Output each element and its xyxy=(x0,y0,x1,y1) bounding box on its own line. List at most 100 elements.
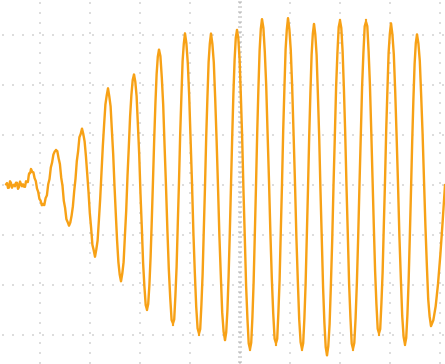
grid-dot xyxy=(312,234,314,236)
grid-dot xyxy=(122,84,124,86)
grid-dot xyxy=(339,122,341,124)
grid-dot xyxy=(389,162,391,164)
grid-dot xyxy=(289,72,291,74)
trace-trough xyxy=(145,308,149,312)
trace-peak xyxy=(389,23,393,27)
grid-dot xyxy=(112,84,114,86)
grid-dot xyxy=(389,292,391,294)
grid-dot xyxy=(389,152,391,154)
grid-dot xyxy=(39,312,41,314)
grid-dot xyxy=(339,172,341,174)
grid-dot xyxy=(189,352,191,354)
grid-dot xyxy=(242,234,244,236)
grid-dot xyxy=(42,234,44,236)
grid-dot xyxy=(239,232,241,234)
grid-dot xyxy=(339,322,341,324)
grid-dot xyxy=(2,284,4,286)
grid-dot xyxy=(39,52,41,54)
grid-dot xyxy=(112,184,114,186)
grid-dot xyxy=(152,234,154,236)
grid-dot xyxy=(239,122,241,124)
grid-dot xyxy=(89,162,91,164)
grid-dot xyxy=(89,62,91,64)
grid-dot xyxy=(89,182,91,184)
grid-dot xyxy=(39,252,41,254)
grid-dot xyxy=(52,184,54,186)
grid-dot xyxy=(82,334,84,336)
grid-dot xyxy=(139,242,141,244)
grid-dot xyxy=(332,334,334,336)
grid-dot xyxy=(39,12,41,14)
grid-dot xyxy=(382,134,384,136)
grid-dot xyxy=(262,284,264,286)
grid-dot xyxy=(132,334,134,336)
grid-dot xyxy=(139,212,141,214)
grid-dot xyxy=(32,184,34,186)
grid-dot xyxy=(189,182,191,184)
grid-dot xyxy=(362,134,364,136)
trace-trough xyxy=(223,338,227,342)
grid-dot xyxy=(132,234,134,236)
grid-dot xyxy=(202,34,204,36)
grid-dot xyxy=(39,82,41,84)
grid-dot xyxy=(189,32,191,34)
grid-dot xyxy=(189,12,191,14)
grid-dot xyxy=(239,152,241,154)
grid-dot xyxy=(432,284,434,286)
grid-dot xyxy=(432,84,434,86)
grid-dot xyxy=(339,232,341,234)
grid-dot xyxy=(289,182,291,184)
grid-dot xyxy=(92,34,94,36)
grid-dot xyxy=(339,52,341,54)
grid-dot xyxy=(439,352,441,354)
grid-dot xyxy=(412,184,414,186)
grid-dot xyxy=(152,284,154,286)
grid-dot xyxy=(402,184,404,186)
grid-dot xyxy=(389,352,391,354)
grid-dot xyxy=(239,242,241,244)
grid-dot xyxy=(32,284,34,286)
trace-peak xyxy=(338,18,342,22)
grid-dot xyxy=(289,272,291,274)
grid-dot xyxy=(89,112,91,114)
grid-dot xyxy=(252,34,254,36)
grid-dot xyxy=(289,212,291,214)
grid-dot xyxy=(372,84,374,86)
grid-dot xyxy=(339,312,341,314)
grid-dot xyxy=(42,334,44,336)
grid-dot xyxy=(252,184,254,186)
grid-dot xyxy=(239,222,241,224)
grid-dot xyxy=(139,42,141,44)
grid-dot xyxy=(12,134,14,136)
grid-dot xyxy=(139,32,141,34)
grid-dot xyxy=(39,102,41,104)
grid-dot xyxy=(39,72,41,74)
grid-dot xyxy=(412,284,414,286)
grid-dot xyxy=(22,334,24,336)
grid-dot xyxy=(442,184,444,186)
grid-dot xyxy=(39,142,41,144)
trace-peak xyxy=(132,73,136,77)
grid-dot xyxy=(339,92,341,94)
grid-dot xyxy=(242,34,244,36)
grid-dot xyxy=(439,152,441,154)
grid-dot xyxy=(132,184,134,186)
grid-dot xyxy=(89,342,91,344)
grid-dot xyxy=(189,62,191,64)
grid-dot xyxy=(39,92,41,94)
grid-dot xyxy=(42,134,44,136)
grid-dot xyxy=(372,34,374,36)
grid-dot xyxy=(189,292,191,294)
grid-dot xyxy=(339,192,341,194)
grid-dot xyxy=(242,84,244,86)
grid-dot xyxy=(39,272,41,274)
grid-dot xyxy=(372,134,374,136)
grid-dot xyxy=(152,34,154,36)
grid-dot xyxy=(402,234,404,236)
grid-dot xyxy=(89,302,91,304)
grid-dot xyxy=(389,342,391,344)
grid-dot xyxy=(172,184,174,186)
grid-dot xyxy=(292,234,294,236)
grid-dot xyxy=(189,362,191,364)
grid-dot xyxy=(189,2,191,4)
